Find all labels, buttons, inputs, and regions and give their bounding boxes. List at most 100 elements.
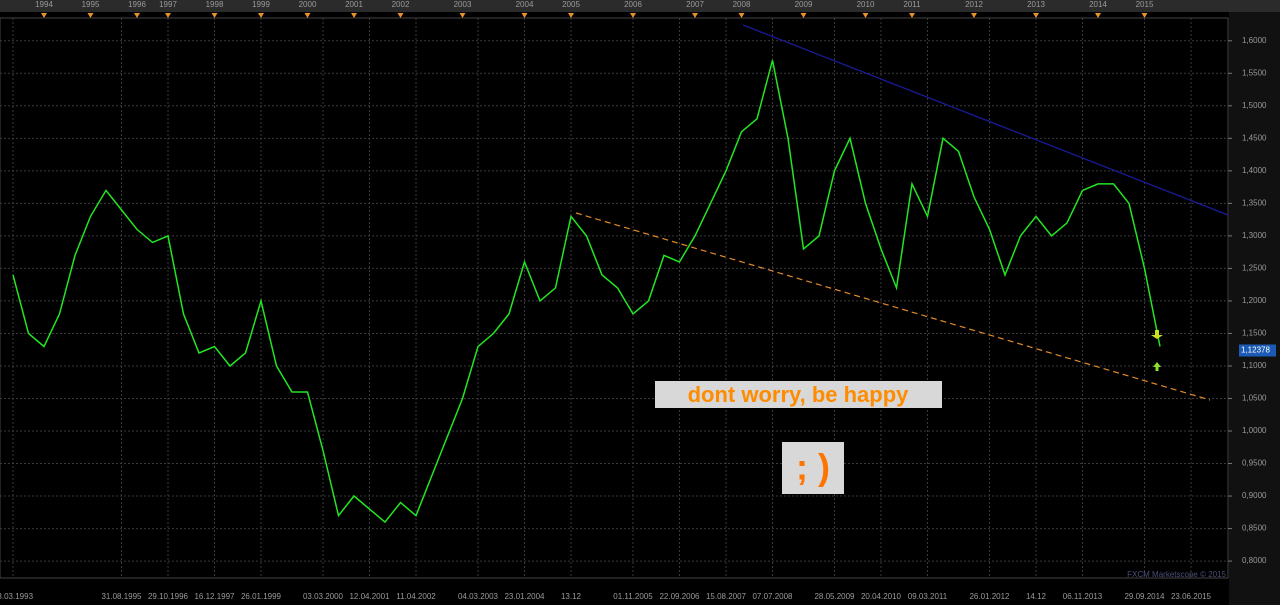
year-label: 2004 — [516, 0, 534, 9]
year-marker — [87, 13, 94, 18]
x-tick-label: 06.11.2013 — [1063, 592, 1103, 601]
year-marker — [459, 13, 466, 18]
x-tick-label: 07.07.2008 — [752, 592, 793, 601]
x-tick-label: 23.01.2004 — [504, 592, 545, 601]
x-tick-label: 29.09.2014 — [1124, 592, 1165, 601]
y-tick-label: 1,6000 — [1242, 36, 1267, 45]
arrow-down — [1151, 330, 1163, 339]
y-tick-label: 0,8000 — [1242, 556, 1267, 565]
trend-line-upper — [742, 24, 1229, 216]
x-tick-label: 23.06.2015 — [1171, 592, 1212, 601]
x-tick-label: 26.01.1999 — [241, 592, 282, 601]
year-label: 2006 — [624, 0, 642, 9]
y-tick-label: 1,3000 — [1242, 231, 1267, 240]
year-marker — [351, 13, 357, 18]
y-tick-label: 1,4000 — [1242, 166, 1267, 175]
y-tick-label: 1,2000 — [1242, 296, 1267, 305]
year-marker — [397, 13, 404, 18]
year-marker — [971, 13, 977, 18]
annotation: dont worry, be happy — [688, 382, 910, 407]
year-label: 1996 — [128, 0, 146, 9]
x-tick-label: 26.01.2012 — [969, 592, 1010, 601]
x-tick-label: 13.12 — [561, 592, 582, 601]
x-tick-label: 09.03.2011 — [908, 592, 948, 601]
year-label: 2011 — [903, 0, 921, 9]
x-tick-label: 12.04.2001 — [349, 592, 390, 601]
x-tick-label: 04.03.2003 — [458, 592, 499, 601]
y-axis-panel — [1229, 12, 1280, 605]
annotation-box — [655, 381, 942, 408]
year-marker — [134, 13, 140, 18]
year-marker — [1033, 13, 1039, 18]
year-label: 1999 — [252, 0, 270, 9]
year-label: 1995 — [82, 0, 100, 9]
last-price-box — [1239, 344, 1276, 357]
year-label: 2012 — [965, 0, 983, 9]
watermark: FXCM Marketscope © 2015 — [1127, 570, 1226, 579]
year-label: 1998 — [206, 0, 224, 9]
y-tick-label: 1,1000 — [1242, 361, 1267, 370]
x-tick-label: 31.08.1995 — [101, 592, 142, 601]
year-label: 2003 — [454, 0, 472, 9]
x-tick-label: 28.05.2009 — [814, 592, 855, 601]
year-marker — [862, 13, 869, 18]
x-tick-label: 13.03.1993 — [0, 592, 34, 601]
year-marker — [1141, 13, 1148, 18]
y-tick-label: 0,9500 — [1242, 459, 1267, 468]
y-tick-label: 1,3500 — [1242, 198, 1267, 207]
annotation-box — [782, 442, 844, 494]
marks — [12, 60, 1161, 524]
arrow-up — [1153, 362, 1161, 371]
year-label: 2008 — [733, 0, 751, 9]
year-label: 2009 — [795, 0, 813, 9]
year-label: 1994 — [35, 0, 53, 9]
year-marker — [521, 13, 528, 18]
y-tick-label: 1,0500 — [1242, 394, 1267, 403]
trend-line-lower — [575, 212, 1211, 401]
top-axis-bar — [0, 0, 1280, 12]
year-label: 2001 — [345, 0, 363, 9]
y-tick-label: 1,5000 — [1242, 101, 1267, 110]
year-marker — [909, 13, 915, 18]
year-label: 2013 — [1027, 0, 1045, 9]
y-tick-label: 1,4500 — [1242, 133, 1267, 142]
y-tick-label: 1,0000 — [1242, 426, 1267, 435]
x-tick-label: 11.04.2002 — [396, 592, 436, 601]
year-marker — [800, 13, 807, 18]
year-label: 2010 — [857, 0, 875, 9]
year-marker — [211, 13, 218, 18]
year-label: 2015 — [1136, 0, 1154, 9]
x-tick-label: 16.12.1997 — [194, 592, 235, 601]
x-tick-label: 14.12 — [1026, 592, 1047, 601]
y-tick-label: 1,2500 — [1242, 264, 1267, 273]
year-label: 2000 — [299, 0, 317, 9]
year-marker — [304, 13, 311, 18]
grid — [0, 18, 1228, 578]
x-tick-label: 20.04.2010 — [861, 592, 902, 601]
year-marker — [41, 13, 47, 18]
year-label: 2007 — [686, 0, 704, 9]
y-tick-label: 0,8500 — [1242, 524, 1267, 533]
x-tick-label: 03.03.2000 — [303, 592, 344, 601]
annotation: ; ) — [796, 447, 830, 488]
year-marker — [1095, 13, 1101, 18]
x-tick-label: 29.10.1996 — [148, 592, 189, 601]
y-tick-label: 1,5500 — [1242, 68, 1267, 77]
x-tick-label: 22.09.2006 — [659, 592, 700, 601]
y-tick-label: 0,9000 — [1242, 491, 1267, 500]
year-label: 2014 — [1089, 0, 1107, 9]
year-label: 2002 — [392, 0, 410, 9]
year-label: 1997 — [159, 0, 177, 9]
x-tick-label: 01.11.2005 — [613, 592, 653, 601]
year-marker — [568, 13, 574, 18]
year-marker — [738, 13, 745, 18]
x-tick-label: 15.08.2007 — [706, 592, 747, 601]
year-label: 2005 — [562, 0, 580, 9]
year-marker — [165, 13, 171, 18]
year-marker — [692, 13, 698, 18]
plot-area — [0, 17, 1229, 579]
year-marker — [630, 13, 636, 18]
price-line — [12, 60, 1161, 524]
